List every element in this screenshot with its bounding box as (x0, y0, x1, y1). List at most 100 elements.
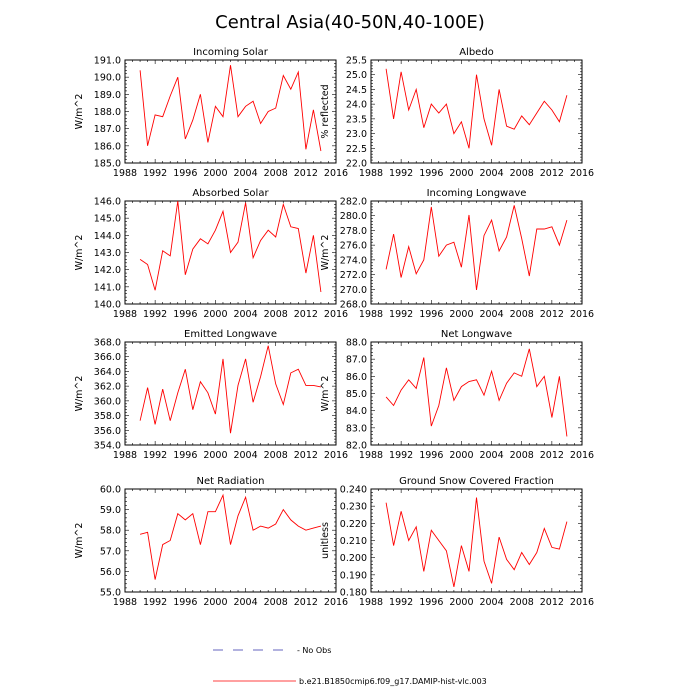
y-tick-label: 22.0 (346, 159, 367, 170)
chart-panel-2: Absorbed Solar W/m^2 1988 1992 1996 2000 2004 2… (74, 188, 348, 320)
x-tick-label: 2000 (449, 450, 473, 461)
y-tick-label: 360.0 (94, 396, 121, 407)
x-tick-label: 1988 (113, 450, 137, 461)
panel-title: Emitted Longwave (184, 329, 277, 340)
x-tick-label: 2008 (510, 597, 534, 608)
x-tick-label: 2016 (324, 309, 348, 320)
y-tick-label: 278.0 (340, 226, 367, 237)
y-tick-label: 185.0 (94, 159, 121, 170)
y-tick-label: 57.0 (100, 546, 121, 557)
y-tick-label: 146.0 (94, 197, 121, 208)
chart-panel-7: Ground Snow Covered Fraction unitless 1988… (320, 476, 594, 608)
x-tick-label: 1996 (173, 309, 197, 320)
x-tick-label: 2012 (294, 597, 318, 608)
x-tick-label: 2004 (479, 309, 503, 320)
x-tick-label: 2004 (479, 450, 503, 461)
y-tick-label: 186.0 (94, 141, 121, 152)
chart-panel-3: Incoming Longwave W/m^2 1988 1992 1996 2000 20… (320, 188, 594, 320)
y-tick-label: 354.0 (94, 441, 121, 452)
y-tick-label: 60.0 (100, 485, 121, 496)
y-tick-label: 0.200 (340, 553, 367, 564)
x-tick-label: 1992 (143, 309, 167, 320)
x-tick-label: 2000 (203, 168, 227, 179)
figure-title: Central Asia(40-50N,40-100E) (215, 12, 485, 33)
y-tick-label: 23.5 (346, 114, 367, 125)
y-tick-label: 145.0 (94, 214, 121, 225)
y-tick-label: 358.0 (94, 411, 121, 422)
y-tick-label: 56.0 (100, 567, 121, 578)
y-tick-label: 276.0 (340, 241, 367, 252)
x-tick-label: 1988 (359, 597, 383, 608)
x-tick-label: 2008 (264, 168, 288, 179)
x-tick-label: 1992 (389, 168, 413, 179)
y-tick-label: 0.220 (340, 519, 367, 530)
chart-panel-1: Albedo % reflected 1988 1992 1996 2000 2004 200… (320, 47, 594, 179)
x-tick-label: 2000 (203, 450, 227, 461)
y-tick-label: 24.5 (346, 85, 367, 96)
y-tick-label: 280.0 (340, 211, 367, 222)
x-tick-label: 1996 (173, 450, 197, 461)
y-tick-label: 0.190 (340, 570, 367, 581)
y-tick-label: 0.230 (340, 502, 367, 513)
x-tick-label: 2000 (449, 597, 473, 608)
chart-panel-4: Emitted Longwave W/m^2 1988 1992 1996 2000 200… (74, 329, 348, 461)
y-tick-label: 85.0 (346, 389, 367, 400)
x-tick-label: 2004 (233, 597, 257, 608)
y-tick-label: 88.0 (346, 338, 367, 349)
y-tick-label: 25.0 (346, 70, 367, 81)
panel-title: Incoming Longwave (427, 188, 527, 199)
y-tick-label: 268.0 (340, 300, 367, 311)
x-tick-label: 2000 (449, 309, 473, 320)
x-tick-label: 2016 (570, 597, 594, 608)
y-axis-label: W/m^2 (74, 94, 85, 130)
x-tick-label: 1996 (173, 168, 197, 179)
x-tick-label: 1992 (143, 450, 167, 461)
y-tick-label: 142.0 (94, 265, 121, 276)
y-axis-label: W/m^2 (74, 523, 85, 559)
x-tick-label: 1992 (389, 309, 413, 320)
x-tick-label: 2012 (540, 450, 564, 461)
x-tick-label: 1992 (389, 597, 413, 608)
y-tick-label: 55.0 (100, 588, 121, 599)
x-tick-label: 1988 (359, 309, 383, 320)
legend: - No Obs b.e21.B1850cmip6.f09_g17.DAMIP-… (213, 646, 487, 686)
y-tick-label: 366.0 (94, 352, 121, 363)
y-tick-label: 187.0 (94, 124, 121, 135)
y-tick-label: 84.0 (346, 406, 367, 417)
x-tick-label: 2016 (324, 597, 348, 608)
x-tick-label: 2008 (264, 450, 288, 461)
x-tick-label: 2004 (233, 309, 257, 320)
y-tick-label: 59.0 (100, 505, 121, 516)
x-tick-label: 2008 (510, 309, 534, 320)
x-tick-label: 2016 (570, 168, 594, 179)
y-tick-label: 23.0 (346, 129, 367, 140)
x-tick-label: 1996 (419, 309, 443, 320)
x-tick-label: 2008 (264, 309, 288, 320)
x-tick-label: 1996 (419, 168, 443, 179)
y-tick-label: 22.5 (346, 144, 367, 155)
panel-title: Albedo (459, 47, 494, 58)
x-tick-label: 2016 (570, 309, 594, 320)
x-tick-label: 2012 (294, 309, 318, 320)
x-tick-label: 2008 (264, 597, 288, 608)
y-tick-label: 362.0 (94, 382, 121, 393)
y-axis-label: W/m^2 (74, 235, 85, 271)
x-tick-label: 2012 (540, 168, 564, 179)
y-tick-label: 274.0 (340, 255, 367, 266)
x-tick-label: 2012 (540, 597, 564, 608)
x-tick-label: 1992 (143, 168, 167, 179)
y-tick-label: 189.0 (94, 90, 121, 101)
x-tick-label: 2004 (479, 168, 503, 179)
x-tick-label: 2004 (233, 450, 257, 461)
x-tick-label: 2008 (510, 450, 534, 461)
chart-panel-5: Net Longwave W/m^2 1988 1992 1996 2000 2004 200… (320, 329, 594, 461)
y-tick-label: 188.0 (94, 107, 121, 118)
y-tick-label: 190.0 (94, 73, 121, 84)
x-tick-label: 1992 (143, 597, 167, 608)
x-tick-label: 2008 (510, 168, 534, 179)
y-tick-label: 0.180 (340, 588, 367, 599)
series-line-0 (139, 65, 322, 152)
x-tick-label: 1996 (419, 597, 443, 608)
x-tick-label: 2004 (233, 168, 257, 179)
